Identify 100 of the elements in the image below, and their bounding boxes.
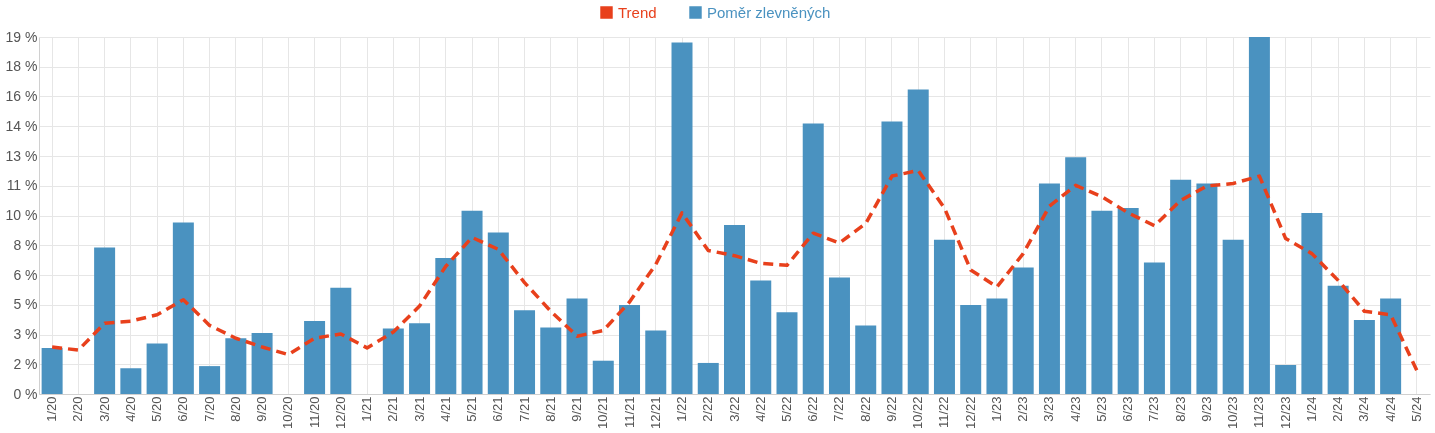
bar <box>41 347 63 394</box>
x-tick-label: 6/23 <box>1120 396 1136 422</box>
x-tick-label: 1/20 <box>44 396 60 422</box>
bar <box>330 287 352 394</box>
x-tick-label: 2/23 <box>1015 396 1031 422</box>
y-tick-label: 16 % <box>5 88 38 104</box>
y-tick-label: 0 % <box>13 385 38 402</box>
x-tick-label: 8/20 <box>227 396 243 422</box>
bar <box>724 224 745 394</box>
x-tick-label: 4/21 <box>437 396 453 422</box>
x-tick-label: 8/23 <box>1172 396 1188 422</box>
bar <box>697 362 719 394</box>
x-tick-label: 11/22 <box>936 396 952 429</box>
bar <box>461 210 483 394</box>
bar <box>776 312 798 394</box>
x-tick-label: 5/20 <box>149 396 165 422</box>
line-series <box>50 168 1419 373</box>
bar <box>645 330 667 394</box>
x-tick-label: 10/23 <box>1225 396 1241 430</box>
x-tick-label: 3/22 <box>726 396 742 422</box>
x-tick-label: 8/21 <box>542 396 558 422</box>
bar <box>172 222 194 394</box>
bar <box>907 89 929 394</box>
x-tick-label: 9/23 <box>1198 396 1214 422</box>
bar <box>566 298 588 394</box>
y-tick-label: 10 % <box>5 207 38 223</box>
x-tick-label: 9/22 <box>883 396 899 422</box>
bar <box>1196 183 1218 394</box>
x-tick-label: 3/23 <box>1041 396 1057 422</box>
y-tick-label: 3 % <box>13 326 38 342</box>
bar <box>1248 37 1270 394</box>
bar <box>933 239 955 394</box>
x-tick-label: 1/24 <box>1303 396 1319 422</box>
y-tick-label: 19 % <box>5 28 38 45</box>
x-tick-label: 12/20 <box>332 396 348 430</box>
bar <box>94 247 116 394</box>
x-tick-label: 5/21 <box>464 396 480 422</box>
bar <box>514 310 536 394</box>
x-tick-label: 11/20 <box>306 396 322 429</box>
y-tick-label: 13 % <box>5 147 38 164</box>
x-tick-label: 3/24 <box>1356 396 1372 422</box>
bar <box>619 305 641 394</box>
x-tick-label: 3/20 <box>96 396 112 422</box>
bar <box>1327 285 1349 394</box>
x-tick-label: 1/21 <box>359 396 375 422</box>
x-tick-label: 4/23 <box>1067 396 1083 422</box>
y-tick-label: 11 % <box>6 177 38 194</box>
bar <box>251 333 273 394</box>
x-tick-label: 10/22 <box>910 396 926 430</box>
y-tick-label: 5 % <box>13 296 38 313</box>
bar <box>1143 262 1165 394</box>
bar <box>592 360 614 394</box>
x-tick-label: 4/22 <box>752 396 768 422</box>
x-tick-label: 11/23 <box>1251 396 1267 429</box>
x-tick-label: 10/21 <box>595 396 611 430</box>
bar <box>986 298 1008 394</box>
bar <box>1117 208 1139 394</box>
x-tick-label: 6/21 <box>490 396 506 422</box>
bar <box>855 325 877 394</box>
bar <box>1065 157 1087 394</box>
x-tick-label: 12/23 <box>1277 396 1293 430</box>
x-tick-label: 3/21 <box>411 396 427 422</box>
bar <box>487 232 509 394</box>
x-tick-label: 4/20 <box>122 396 138 422</box>
x-tick-label: 11/21 <box>621 396 637 429</box>
x-tick-label: 9/20 <box>254 396 270 422</box>
x-tick-label: 10/20 <box>280 396 296 430</box>
bar <box>881 121 903 394</box>
bar <box>1275 364 1297 394</box>
y-tick-label: 18 % <box>5 58 38 75</box>
bar <box>409 323 431 394</box>
bar <box>540 327 562 394</box>
y-tick-label: 6 % <box>13 266 38 283</box>
bar <box>960 305 982 394</box>
x-tick-label: 7/21 <box>516 396 532 422</box>
x-tick-label: 2/22 <box>700 396 716 422</box>
x-tick-label: 12/21 <box>647 396 663 430</box>
x-tick-label: 5/24 <box>1408 396 1424 422</box>
x-tick-label: 8/22 <box>857 396 873 422</box>
x-tick-label: 12/22 <box>962 396 978 430</box>
x-tick-label: 7/20 <box>201 396 217 422</box>
x-tick-label: 5/23 <box>1093 396 1109 422</box>
bar <box>146 343 168 394</box>
x-tick-label: 6/22 <box>805 396 821 422</box>
bar <box>1301 212 1323 394</box>
bar <box>1170 179 1192 394</box>
x-tick-label: 1/23 <box>988 396 1004 422</box>
bar <box>435 257 457 394</box>
bar <box>225 338 247 394</box>
bar <box>1091 210 1113 394</box>
bar <box>1353 320 1375 394</box>
x-tick-label: 9/21 <box>569 396 585 422</box>
bar <box>750 280 772 394</box>
bar <box>828 277 850 394</box>
x-tick-label: 1/22 <box>674 396 690 422</box>
x-tick-label: 7/23 <box>1146 396 1162 422</box>
legend-label: Trend <box>618 3 657 21</box>
y-tick-label: 8 % <box>13 236 38 253</box>
bar <box>671 42 693 394</box>
x-tick-label: 2/20 <box>70 396 86 422</box>
